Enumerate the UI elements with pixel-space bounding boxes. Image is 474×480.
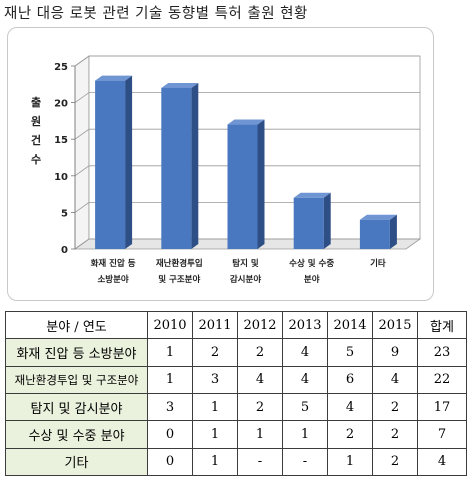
x-category-label: 재난환경투입: [156, 258, 203, 269]
x-category-label: 및 구조분야: [158, 274, 200, 285]
table-cell: 1: [147, 338, 193, 367]
table-cell: 3: [147, 392, 193, 422]
y-axis-label: 출: [31, 95, 41, 109]
bar: [95, 80, 126, 249]
row-total: 22: [417, 365, 467, 394]
row-total: 17: [417, 392, 467, 422]
gridline: [74, 128, 420, 140]
data-table: 분야 / 연도 2010 2011 2012 2013 2014 2015 합계 화재 진압 등…: [5, 310, 467, 477]
bar: [227, 124, 258, 249]
table-cell: 4: [282, 365, 328, 394]
year-header: 2014: [327, 310, 373, 340]
y-tick-label: 20: [54, 99, 68, 110]
gridline: [74, 165, 420, 177]
y-axis-label: 수: [31, 153, 41, 166]
table-cell: 4: [282, 338, 328, 367]
table-cell: -: [237, 447, 283, 477]
bar-side: [323, 192, 331, 249]
gridline: [74, 92, 420, 103]
table-cell: 2: [237, 338, 283, 367]
row-label: 화재 진압 등 소방분야: [5, 338, 148, 367]
table-cell: 9: [372, 338, 418, 367]
y-axis-label: 건: [31, 133, 41, 147]
row-total: 23: [417, 338, 467, 367]
row-total: 4: [417, 447, 467, 477]
y-tick-label: 5: [61, 208, 68, 219]
bar-side: [389, 214, 397, 249]
row-total: 7: [417, 420, 467, 449]
side-wall: [74, 55, 90, 250]
y-tick-label: 10: [54, 172, 68, 183]
page-title: 재난 대응 로봇 관련 기술 동향별 특허 출원 현황: [4, 6, 308, 22]
table-cell: 1: [192, 420, 238, 449]
year-header: 2012: [237, 310, 283, 340]
bar: [293, 197, 324, 249]
table-cell: 4: [237, 365, 283, 394]
x-category-label: 소방분야: [97, 274, 128, 285]
table-cell: 3: [192, 365, 238, 394]
year-header: 2011: [192, 310, 238, 340]
table-corner-header: 분야 / 연도: [5, 310, 148, 340]
table-cell: 1: [327, 447, 373, 477]
table-cell: 2: [372, 392, 418, 422]
table-header-row: 분야 / 연도 2010 2011 2012 2013 2014 2015 합계: [5, 310, 467, 340]
x-category-label: 감시분야: [230, 274, 261, 285]
table-row: 재난환경투입 및 구조분야 1 3 4 4 6 4 22: [5, 365, 467, 394]
year-header: 2013: [282, 310, 328, 340]
table-cell: 1: [147, 365, 193, 394]
bar-top: [227, 119, 265, 125]
table-cell: 1: [192, 447, 238, 477]
table-cell: 0: [147, 447, 193, 477]
row-label: 기타: [5, 447, 148, 477]
year-header: 2010: [147, 310, 193, 340]
total-header: 합계: [417, 310, 467, 340]
row-label: 재난환경투입 및 구조분야: [5, 365, 148, 394]
year-header: 2015: [372, 310, 418, 340]
y-tick-label: 15: [54, 135, 68, 146]
table-cell: 4: [372, 365, 418, 394]
table-row: 화재 진압 등 소방분야 1 2 2 4 5 9 23: [5, 338, 467, 367]
row-label: 탐지 및 감시분야: [5, 392, 148, 422]
y-tick-label: 25: [54, 62, 68, 73]
table-cell: 5: [327, 338, 373, 367]
bar-top: [161, 82, 199, 88]
table-cell: 0: [147, 420, 193, 449]
table-row: 탐지 및 감시분야 3 1 2 5 4 2 17: [5, 392, 467, 422]
table-cell: 2: [192, 338, 238, 367]
table-cell: 6: [327, 365, 373, 394]
x-category-label: 탐지 및: [232, 258, 259, 269]
table-cell: 2: [237, 392, 283, 422]
row-label: 수상 및 수중 분야: [5, 420, 148, 449]
x-category-label: 수상 및 수중: [289, 258, 334, 269]
table-cell: 2: [372, 420, 418, 449]
table-cell: 1: [237, 420, 283, 449]
bar-top: [95, 75, 133, 81]
table-cell: 2: [372, 447, 418, 477]
table-cell: 5: [282, 392, 328, 422]
bar: [359, 219, 390, 249]
table-row: 수상 및 수중 분야 0 1 1 1 2 2 7: [5, 420, 467, 449]
gridline: [74, 55, 420, 67]
x-category-label: 분야: [304, 274, 320, 285]
y-tick-label: 0: [61, 245, 68, 256]
bar-top: [359, 214, 397, 220]
y-axis-label: 원: [31, 114, 41, 128]
bar-side: [257, 119, 265, 249]
bar-side: [125, 75, 133, 249]
bar: [161, 87, 192, 250]
x-category-label: 화재 진압 등: [91, 258, 136, 269]
table-cell: 1: [282, 420, 328, 449]
table-cell: 1: [192, 392, 238, 422]
table-cell: 4: [327, 392, 373, 422]
x-category-label: 기타: [370, 258, 386, 269]
table-cell: 2: [327, 420, 373, 449]
table-cell: -: [282, 447, 328, 477]
bar-top: [293, 192, 331, 198]
bar-side: [191, 82, 199, 250]
table-row: 기타 0 1- -1 2 4: [5, 447, 467, 477]
